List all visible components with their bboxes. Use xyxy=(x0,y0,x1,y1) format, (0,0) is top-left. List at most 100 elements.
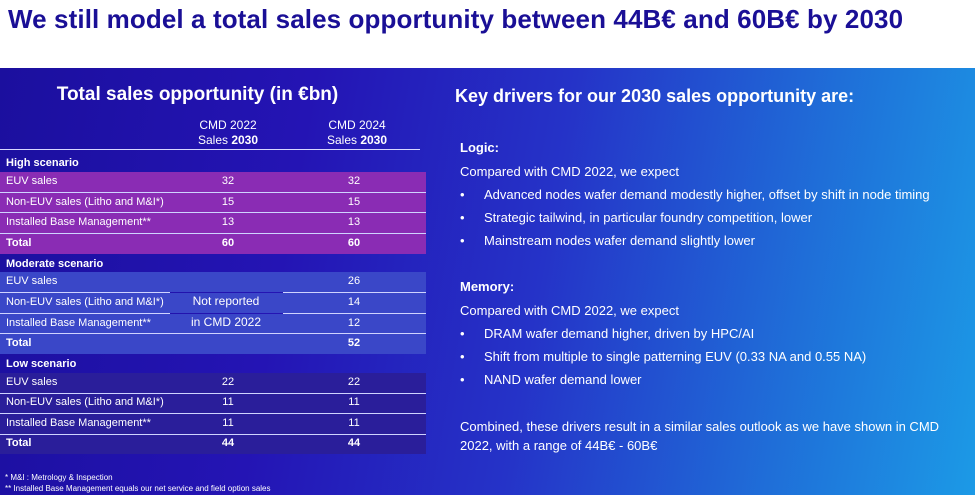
table-row-total: Total 60 60 xyxy=(0,234,426,254)
col-header-cmd2022-line1: CMD 2022 xyxy=(199,118,257,132)
col-header-prefix: Sales xyxy=(197,133,232,147)
logic-heading: Logic: xyxy=(460,140,499,155)
bullet-text: Advanced nodes wafer demand modestly hig… xyxy=(484,187,930,202)
row-divider xyxy=(0,434,426,435)
table-row: Installed Base Management** 13 13 xyxy=(0,213,426,233)
logic-bullet: • Strategic tailwind, in particular found… xyxy=(460,210,812,225)
col-header-cmd2024: CMD 2024 Sales 2030 xyxy=(302,118,412,148)
row-value-2024: 26 xyxy=(347,275,361,287)
content-panel: Total sales opportunity (in €bn) CMD 202… xyxy=(0,68,975,495)
row-value-2022: 15 xyxy=(221,196,235,208)
row-value-2022: 11 xyxy=(222,417,234,429)
row-divider xyxy=(0,192,426,193)
row-value-2024: 13 xyxy=(347,216,361,228)
col-header-cmd2022-line2: Sales 2030 xyxy=(173,133,283,148)
moderate-scenario-label: Moderate scenario xyxy=(6,258,104,270)
row-value-2024: 44 xyxy=(347,437,361,449)
row-label: Total xyxy=(6,337,32,349)
col-header-year: 2030 xyxy=(231,133,259,147)
footnote-mi: * M&I : Metrology & Inspection xyxy=(5,473,113,482)
header-divider xyxy=(0,149,420,150)
not-reported-line1: Not reported xyxy=(192,294,260,308)
row-divider xyxy=(0,233,426,234)
row-divider xyxy=(0,393,426,394)
table-row: Non-EUV sales (Litho and M&I*) 11 11 xyxy=(0,393,426,413)
table-row: EUV sales 26 xyxy=(0,272,426,292)
bullet-glyph: • xyxy=(460,326,465,341)
row-value-2022: 44 xyxy=(221,437,235,449)
memory-bullet: • Shift from multiple to single patternin… xyxy=(460,349,866,364)
page-title: We still model a total sales opportunity… xyxy=(8,4,904,34)
bullet-text: DRAM wafer demand higher, driven by HPC/… xyxy=(484,326,755,341)
row-value-2022: 11 xyxy=(222,396,234,408)
bullet-text: NAND wafer demand lower xyxy=(484,372,642,387)
row-value-2024: 12 xyxy=(347,317,361,329)
row-divider xyxy=(283,292,426,293)
row-divider xyxy=(0,413,426,414)
row-label: Total xyxy=(6,437,32,449)
row-value-2024: 52 xyxy=(347,337,361,349)
table-row: EUV sales 32 32 xyxy=(0,172,426,192)
memory-bullet: • NAND wafer demand lower xyxy=(460,372,642,387)
row-value-2024: 11 xyxy=(348,417,360,429)
row-value-2022: 22 xyxy=(221,376,235,388)
bullet-text: Shift from multiple to single patterning… xyxy=(484,349,867,364)
not-reported-line2: in CMD 2022 xyxy=(190,315,262,329)
table-row: Installed Base Management** 11 11 xyxy=(0,414,426,434)
bullet-glyph: • xyxy=(460,233,465,248)
row-value-2024: 32 xyxy=(347,175,361,187)
combined-conclusion: Combined, these drivers result in a simi… xyxy=(460,419,940,453)
col-header-cmd2022: CMD 2022 Sales 2030 xyxy=(173,118,283,148)
row-divider xyxy=(0,292,170,293)
drivers-title: Key drivers for our 2030 sales opportuni… xyxy=(455,86,855,106)
logic-intro: Compared with CMD 2022, we expect xyxy=(460,164,679,179)
bullet-glyph: • xyxy=(460,372,465,387)
row-label: Installed Base Management** xyxy=(6,216,151,228)
col-header-cmd2024-line2: Sales 2030 xyxy=(302,133,412,148)
memory-bullet: • DRAM wafer demand higher, driven by HPC… xyxy=(460,326,754,341)
row-value-2024: 22 xyxy=(347,376,361,388)
row-value-2024: 15 xyxy=(347,196,361,208)
table-row: Non-EUV sales (Litho and M&I*) 15 15 xyxy=(0,193,426,213)
bullet-text: Strategic tailwind, in particular foundr… xyxy=(484,210,813,225)
high-scenario-label: High scenario xyxy=(6,157,79,169)
row-label: EUV sales xyxy=(6,275,58,287)
table-row-total: Total 52 xyxy=(0,334,426,354)
row-value-2024: 11 xyxy=(348,396,360,408)
row-label: EUV sales xyxy=(6,175,58,187)
row-label: Non-EUV sales (Litho and M&I*) xyxy=(6,396,164,408)
col-header-year: 2030 xyxy=(360,133,388,147)
bullet-glyph: • xyxy=(460,187,465,202)
memory-intro: Compared with CMD 2022, we expect xyxy=(460,303,679,318)
row-label: Installed Base Management** xyxy=(6,317,151,329)
col-header-prefix: Sales xyxy=(326,133,361,147)
table-row-total: Total 44 44 xyxy=(0,434,426,454)
bullet-text: Mainstream nodes wafer demand slightly l… xyxy=(484,233,755,248)
row-divider xyxy=(0,333,426,334)
row-label: Total xyxy=(6,237,32,249)
row-value-2022: 32 xyxy=(221,175,235,187)
table-row: EUV sales 22 22 xyxy=(0,373,426,393)
row-divider xyxy=(283,313,426,314)
row-value-2024: 14 xyxy=(347,296,361,308)
not-reported-note: Not reported in CMD 2022 xyxy=(180,291,272,333)
row-divider xyxy=(0,313,170,314)
row-label: Installed Base Management** xyxy=(6,417,151,429)
table-row: Non-EUV sales (Litho and M&I*) 14 xyxy=(0,293,426,313)
row-label: Non-EUV sales (Litho and M&I*) xyxy=(6,196,164,208)
memory-heading: Memory: xyxy=(460,279,515,294)
row-value-2022: 13 xyxy=(221,216,235,228)
table-row: Installed Base Management** 12 xyxy=(0,314,426,334)
table-title: Total sales opportunity (in €bn) xyxy=(56,84,339,105)
row-value-2022: 60 xyxy=(221,237,235,249)
logic-bullet: • Mainstream nodes wafer demand slightly … xyxy=(460,233,755,248)
row-value-2024: 60 xyxy=(347,237,361,249)
bullet-glyph: • xyxy=(460,349,465,364)
bullet-glyph: • xyxy=(460,210,465,225)
footnote-ibm: ** Installed Base Management equals our … xyxy=(5,484,271,493)
logic-bullet: • Advanced nodes wafer demand modestly hi… xyxy=(460,187,930,202)
col-header-cmd2024-line1: CMD 2024 xyxy=(328,118,386,132)
low-scenario-label: Low scenario xyxy=(6,358,77,370)
row-label: EUV sales xyxy=(6,376,58,388)
row-label: Non-EUV sales (Litho and M&I*) xyxy=(6,296,164,308)
